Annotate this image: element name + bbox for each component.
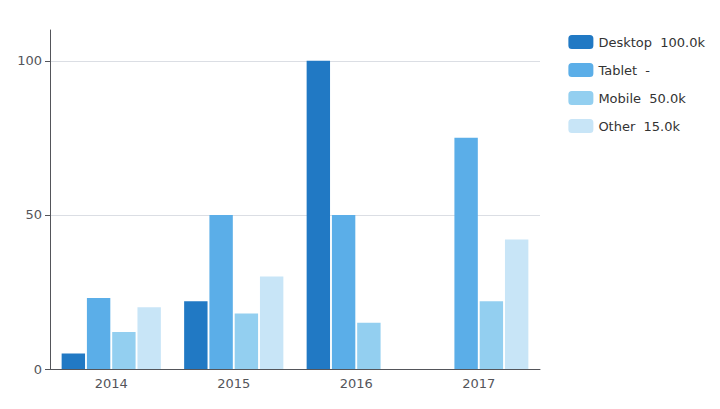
svg-text:Desktop 100.0k: Desktop 100.0k — [598, 35, 705, 50]
svg-text:2015: 2015 — [217, 376, 250, 391]
svg-text:Tablet -: Tablet - — [597, 63, 650, 78]
svg-text:100: 100 — [17, 53, 42, 68]
svg-text:2014: 2014 — [95, 376, 128, 391]
svg-text:2016: 2016 — [340, 376, 373, 391]
svg-text:50: 50 — [25, 207, 42, 222]
svg-text:Mobile 50.0k: Mobile 50.0k — [598, 91, 686, 106]
svg-text:Other 15.0k: Other 15.0k — [598, 119, 680, 134]
svg-text:0: 0 — [34, 362, 42, 377]
svg-text:2017: 2017 — [462, 376, 495, 391]
